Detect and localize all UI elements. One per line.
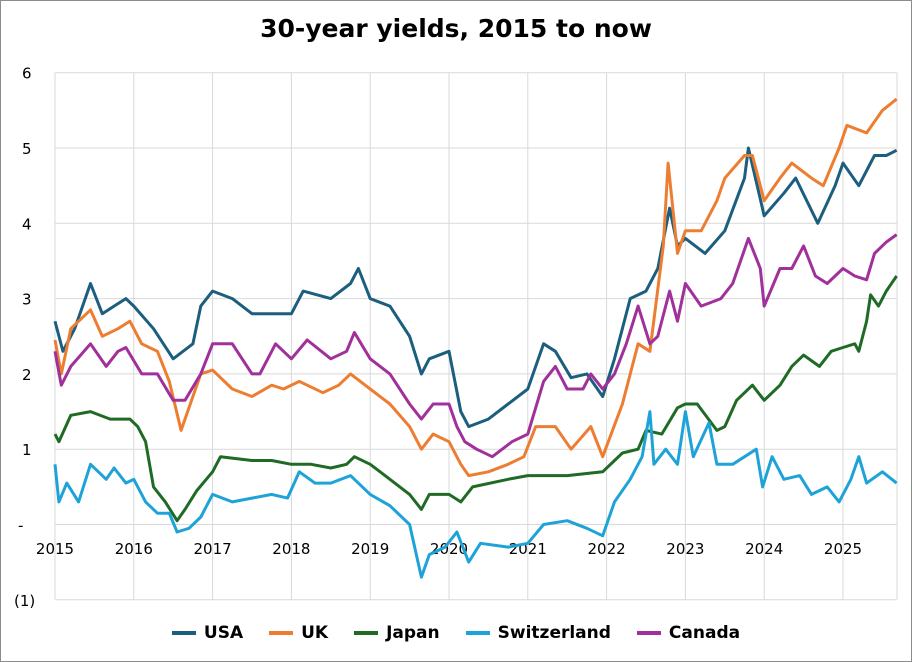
legend-label: UK xyxy=(301,623,329,643)
x-tick-label: 2015 xyxy=(36,540,74,558)
legend-label: USA xyxy=(203,623,244,643)
series-line-switzerland xyxy=(53,410,898,579)
legend-item-uk: UK xyxy=(269,623,328,643)
legend-swatch xyxy=(269,631,294,635)
legend-swatch xyxy=(171,631,196,635)
x-tick-label: 2019 xyxy=(351,540,389,558)
y-tick-label: - xyxy=(18,517,23,535)
series-line-uk xyxy=(53,97,898,478)
y-tick-label: 6 xyxy=(22,65,32,83)
legend: USA UK Japan Switzerland Canada xyxy=(0,623,912,643)
legend-label: Canada xyxy=(668,623,741,643)
legend-item-switzerland: Switzerland xyxy=(465,623,611,643)
x-tick-label: 2020 xyxy=(430,540,468,558)
legend-label: Switzerland xyxy=(497,623,611,643)
legend-item-canada: Canada xyxy=(636,623,741,643)
series-line-canada xyxy=(53,233,898,459)
x-tick-label: 2016 xyxy=(115,540,153,558)
legend-item-japan: Japan xyxy=(354,623,440,643)
y-tick-label: 2 xyxy=(22,366,32,384)
x-tick-label: 2024 xyxy=(745,540,783,558)
legend-item-usa: USA xyxy=(171,623,244,643)
y-tick-label: 4 xyxy=(22,215,32,233)
series-line-usa xyxy=(53,146,898,429)
x-tick-label: 2023 xyxy=(666,540,704,558)
y-tick-label: 5 xyxy=(22,140,32,158)
legend-label: Japan xyxy=(386,623,440,643)
legend-swatch xyxy=(354,631,379,635)
chart-title: 30-year yields, 2015 to now xyxy=(260,14,652,43)
legend-swatch xyxy=(465,631,490,635)
y-tick-label: 1 xyxy=(22,441,32,459)
x-tick-label: 2022 xyxy=(588,540,626,558)
x-tick-label: 2017 xyxy=(194,540,232,558)
y-tick-label: (1) xyxy=(14,592,35,610)
series-line-japan xyxy=(53,275,898,523)
x-tick-label: 2018 xyxy=(272,540,310,558)
legend-swatch xyxy=(636,631,661,635)
x-tick-label: 2025 xyxy=(824,540,862,558)
y-tick-label: 3 xyxy=(22,291,32,309)
